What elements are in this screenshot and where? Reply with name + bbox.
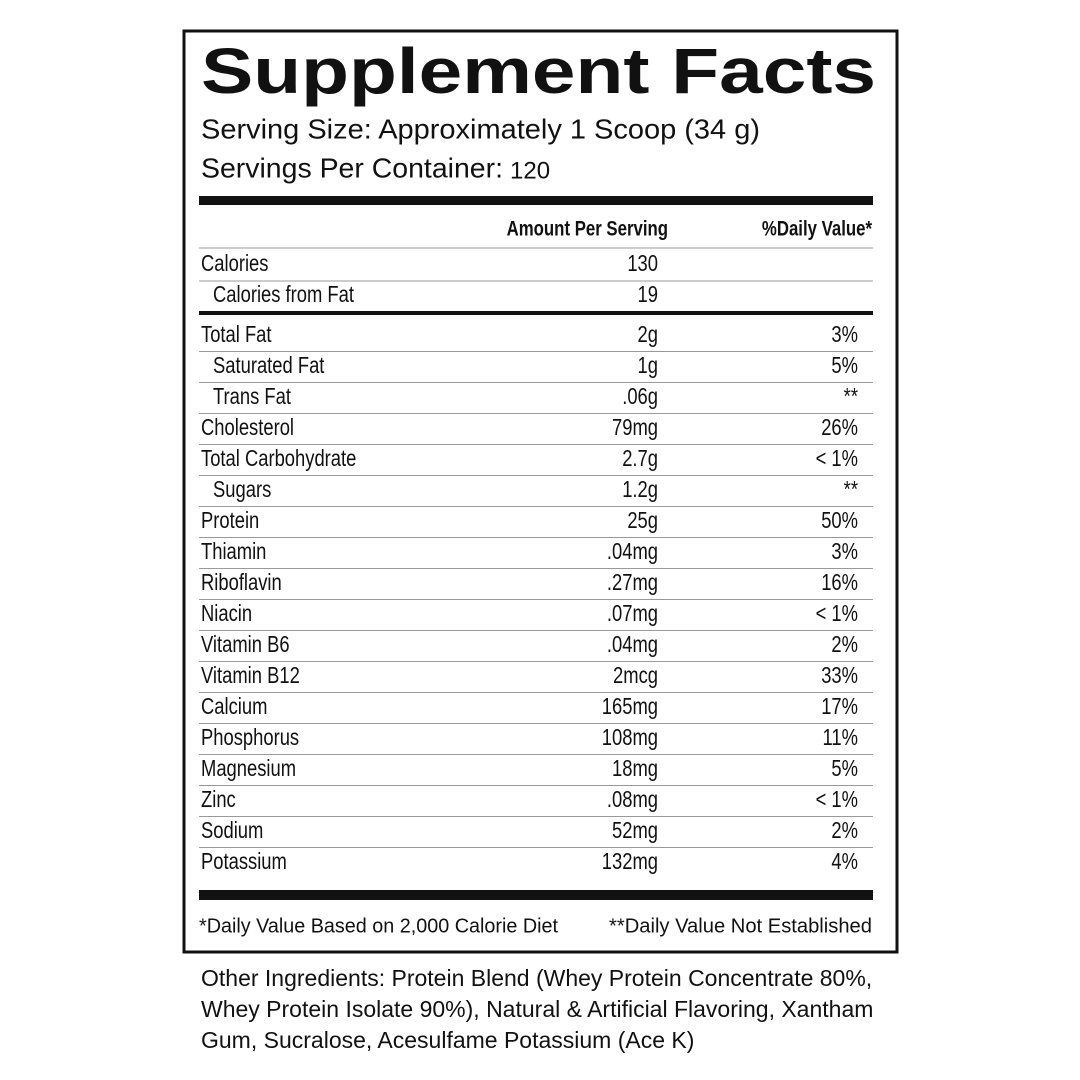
nutrient-name: Cholesterol	[201, 415, 294, 440]
nutrient-dv: 17%	[821, 694, 858, 719]
nutrient-name: Calories from Fat	[213, 282, 354, 307]
nutrient-name: Zinc	[201, 787, 236, 812]
nutrient-amount: .06g	[622, 384, 658, 409]
nutrient-dv: 4%	[831, 849, 858, 874]
nutrient-dv: 50%	[821, 508, 858, 533]
ingredients-line: Other Ingredients: Protein Blend (Whey P…	[201, 965, 872, 991]
nutrient-dv: < 1%	[816, 601, 858, 626]
nutrient-dv: 3%	[831, 322, 858, 347]
nutrient-dv: 33%	[821, 663, 858, 688]
nutrient-dv: 26%	[821, 415, 858, 440]
nutrient-dv: 2%	[831, 632, 858, 657]
nutrient-dv: 5%	[831, 353, 858, 378]
nutrient-amount: 2g	[638, 322, 658, 347]
nutrient-name: Thiamin	[201, 539, 266, 564]
nutrient-name: Potassium	[201, 849, 287, 874]
nutrient-name: Protein	[201, 508, 259, 533]
nutrient-amount: 19	[638, 282, 658, 307]
nutrient-amount: .04mg	[607, 539, 658, 564]
footnote: *Daily Value Based on 2,000 Calorie Diet	[199, 915, 558, 937]
medium-rule	[199, 311, 873, 315]
nutrient-amount: 52mg	[612, 818, 658, 843]
nutrient-amount: 25g	[627, 508, 658, 533]
nutrient-amount: 165mg	[602, 694, 658, 719]
label-border	[182, 29, 899, 954]
servings-label: Servings Per Container:	[201, 152, 503, 183]
nutrient-name: Trans Fat	[213, 384, 291, 409]
thick-rule	[199, 890, 873, 900]
nutrient-name: Total Fat	[201, 322, 272, 347]
nutrient-name: Sugars	[213, 477, 271, 502]
nutrient-name: Sodium	[201, 818, 263, 843]
nutrient-name: Vitamin B12	[201, 663, 300, 688]
nutrient-amount: 18mg	[612, 756, 658, 781]
nutrient-amount: 108mg	[602, 725, 658, 750]
nutrient-amount: 79mg	[612, 415, 658, 440]
nutrient-dv: 5%	[831, 756, 858, 781]
nutrient-dv: 16%	[821, 570, 858, 595]
ingredients-line: Gum, Sucralose, Acesulfame Potassium (Ac…	[201, 1027, 694, 1053]
thick-rule	[199, 196, 873, 205]
nutrient-name: Phosphorus	[201, 725, 299, 750]
nutrient-amount: .27mg	[607, 570, 658, 595]
nutrient-dv: 11%	[823, 725, 858, 750]
serving-size: Serving Size: Approximately 1 Scoop (34 …	[201, 113, 760, 144]
nutrient-name: Riboflavin	[201, 570, 282, 595]
nutrient-dv: < 1%	[816, 787, 858, 812]
nutrient-name: Calories	[201, 251, 268, 276]
nutrient-amount: 130	[627, 251, 658, 276]
nutrient-name: Calcium	[201, 694, 267, 719]
nutrient-amount: 132mg	[602, 849, 658, 874]
servings-value: 120	[510, 157, 550, 184]
nutrient-dv: 2%	[831, 818, 858, 843]
nutrient-amount: 1g	[638, 353, 658, 378]
column-header: Amount Per Serving	[507, 218, 668, 241]
footnote: **Daily Value Not Established	[609, 915, 872, 937]
nutrient-dv: < 1%	[816, 446, 858, 471]
nutrient-amount: .04mg	[607, 632, 658, 657]
nutrient-name: Niacin	[201, 601, 252, 626]
nutrient-name: Magnesium	[201, 756, 296, 781]
ingredients-line: Whey Protein Isolate 90%), Natural & Art…	[201, 996, 873, 1022]
nutrient-name: Total Carbohydrate	[201, 446, 356, 471]
nutrient-amount: 2.7g	[622, 446, 658, 471]
label-title: Supplement Facts	[201, 35, 876, 107]
nutrient-dv: 3%	[831, 539, 858, 564]
nutrient-amount: 2mcg	[613, 663, 658, 688]
nutrient-name: Saturated Fat	[213, 353, 325, 378]
nutrient-amount: 1.2g	[622, 477, 658, 502]
column-header: %Daily Value*	[762, 218, 873, 241]
nutrient-dv: **	[844, 477, 858, 502]
nutrient-name: Vitamin B6	[201, 632, 290, 657]
nutrient-amount: .08mg	[607, 787, 658, 812]
nutrient-amount: .07mg	[607, 601, 658, 626]
nutrient-dv: **	[844, 384, 858, 409]
